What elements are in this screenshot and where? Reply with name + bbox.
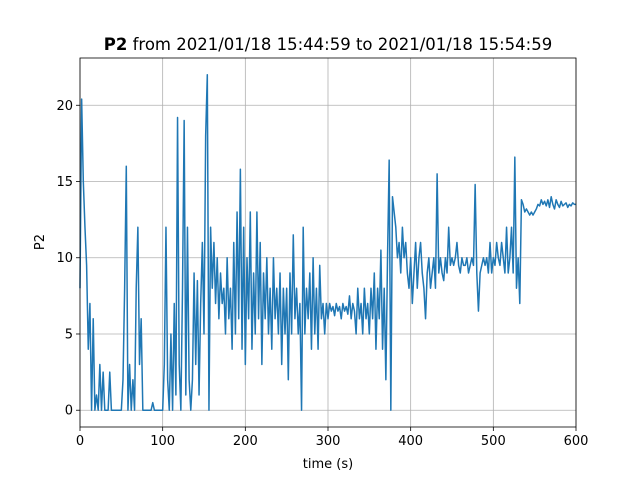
x-tick-label: 0: [76, 434, 84, 449]
x-tick-label: 200: [233, 434, 258, 449]
x-tick-label: 300: [316, 434, 341, 449]
y-tick-label: 20: [56, 99, 73, 114]
y-tick-label: 10: [56, 251, 73, 266]
y-tick-label: 5: [65, 327, 73, 342]
title-rest: from 2021/01/18 15:44:59 to 2021/01/18 1…: [133, 35, 553, 54]
x-tick-label: 500: [481, 434, 506, 449]
chart-title: P2 from 2021/01/18 15:44:59 to 2021/01/1…: [104, 35, 552, 54]
x-tick-label: 600: [564, 434, 589, 449]
ticks: 0 100 200 300 400 500 600 0 5 10 15 20: [56, 99, 588, 449]
data-line: [79, 74, 576, 411]
y-tick-label: 0: [65, 404, 73, 419]
x-tick-label: 400: [398, 434, 423, 449]
x-axis-label: time (s): [303, 457, 353, 472]
y-axis-label: P2: [33, 234, 48, 250]
x-tick-label: 100: [150, 434, 175, 449]
title-bold: P2: [104, 35, 128, 54]
y-tick-label: 15: [56, 175, 73, 190]
plot: [79, 74, 576, 411]
